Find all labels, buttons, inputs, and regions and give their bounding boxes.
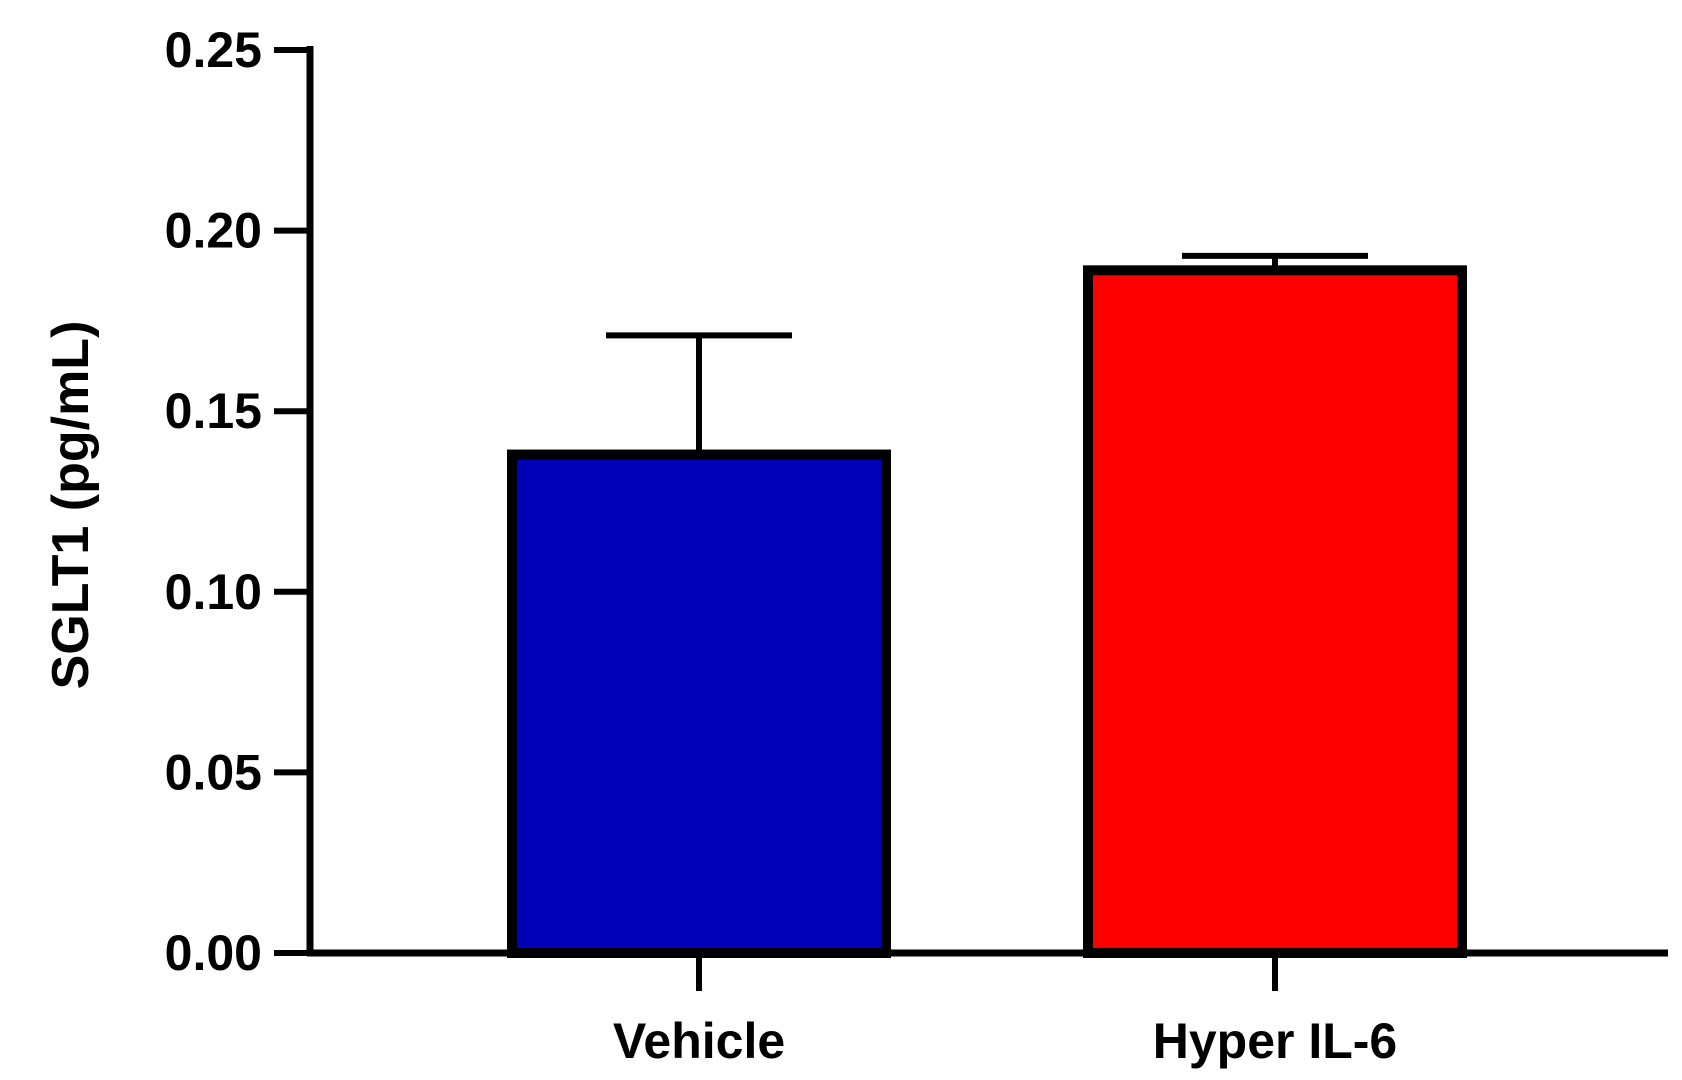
y-tick-label-2: 0.10 [165,564,262,620]
y-tick-label-1: 0.05 [165,744,262,800]
bar-1 [1083,265,1467,959]
x-tick-label-0: Vehicle [613,1013,785,1069]
y-axis-title: SGLT1 (pg/mL) [42,321,100,690]
y-tick-label-4: 0.20 [165,203,262,259]
y-tick-label-3: 0.15 [165,383,262,439]
axes [306,46,1668,957]
x-ticks: Vehicle Hyper IL-6 [613,953,1397,1069]
y-tick-label-5: 0.25 [165,22,262,78]
x-tick-label-1: Hyper IL-6 [1153,1013,1398,1069]
bar-0 [507,449,891,958]
bars [507,265,1467,959]
y-tick-label-0: 0.00 [165,925,262,981]
y-ticks: 0.00 0.05 0.10 0.15 0.20 0.25 [165,22,310,981]
